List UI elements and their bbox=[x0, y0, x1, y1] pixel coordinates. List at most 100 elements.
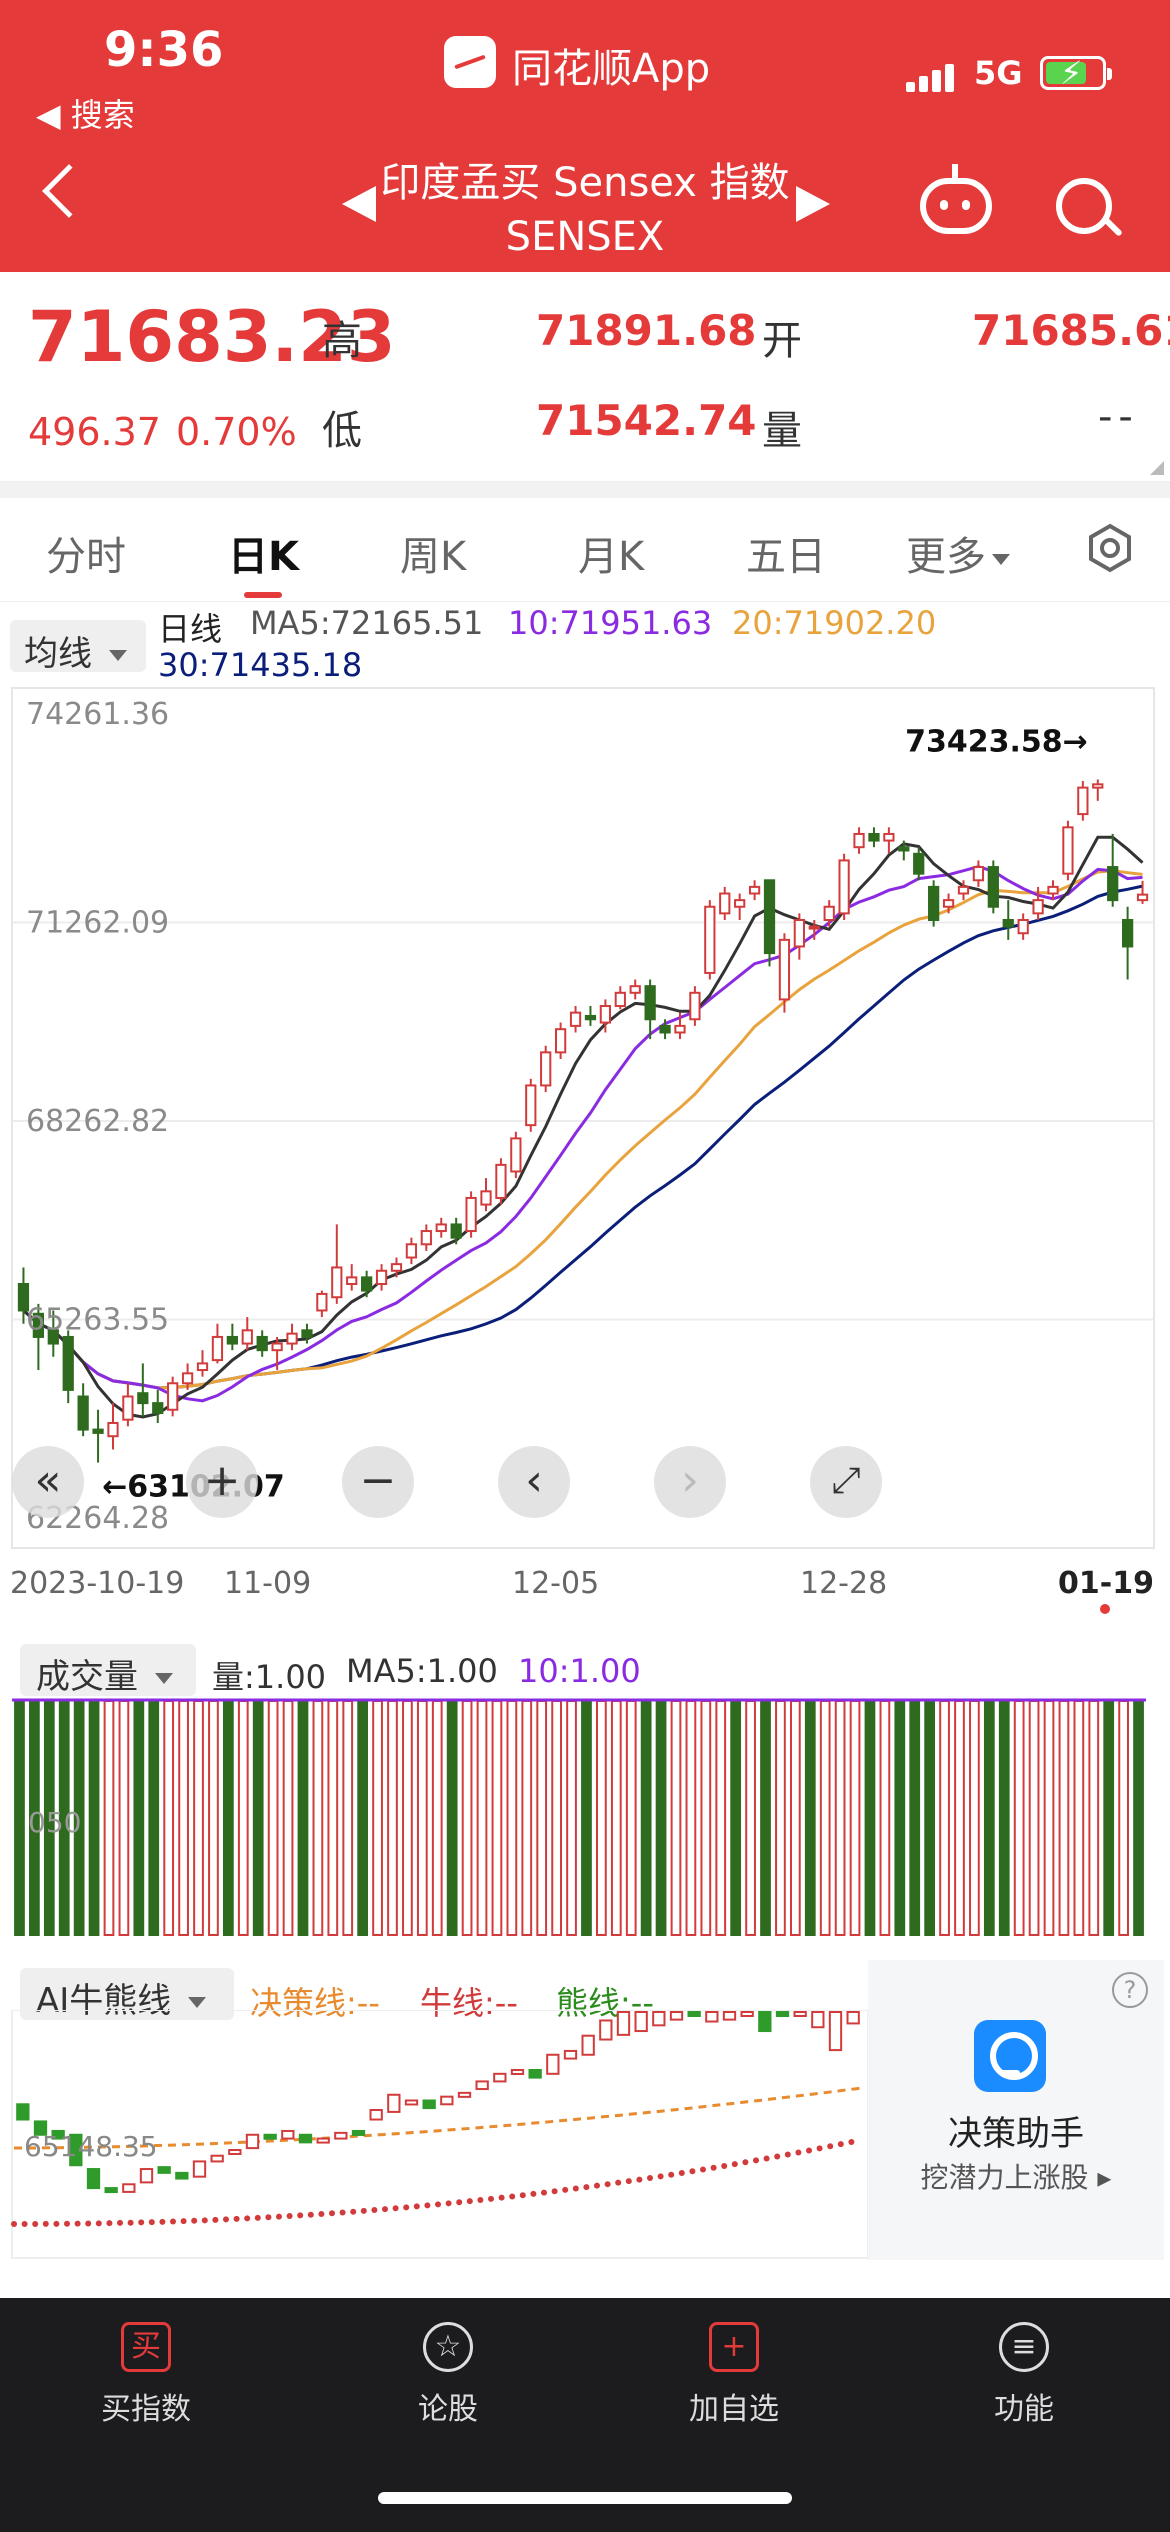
ai-bull-bear-chart[interactable]: 65148.35 bbox=[0, 2010, 868, 2266]
decision-assistant-title[interactable]: 决策助手 bbox=[948, 2114, 1084, 2154]
help-icon[interactable]: ? bbox=[1112, 1972, 1148, 2008]
buy-icon: 买 bbox=[121, 2322, 171, 2372]
ma5-legend: MA5:72165.51 bbox=[250, 604, 484, 642]
bull-line-dot bbox=[403, 2204, 410, 2211]
fullscreen-button[interactable]: ⤢ bbox=[810, 1446, 882, 1518]
candle bbox=[181, 1363, 194, 1390]
tab-weekly-k[interactable]: 周K bbox=[400, 534, 467, 580]
candle bbox=[226, 1323, 238, 1351]
candle bbox=[495, 1158, 507, 1205]
prev-index-icon[interactable] bbox=[342, 186, 376, 222]
candle bbox=[361, 1270, 373, 1298]
volume-bar bbox=[685, 1700, 697, 1936]
bull-line-dot bbox=[837, 2141, 844, 2148]
volume-bar bbox=[1058, 1700, 1070, 1936]
candlestick-chart[interactable]: 74261.3671262.0968262.8265263.5562264.28… bbox=[0, 686, 1170, 1566]
signal-icon bbox=[906, 62, 958, 92]
candle bbox=[659, 1019, 671, 1040]
ai-candle bbox=[157, 2166, 171, 2174]
volume-bar bbox=[1133, 1700, 1144, 1936]
decision-assistant-panel[interactable] bbox=[868, 1960, 1164, 2260]
bull-line-dot bbox=[721, 2162, 728, 2169]
volume-bar bbox=[491, 1700, 503, 1936]
next-index-icon[interactable] bbox=[796, 186, 830, 222]
bull-line-dot bbox=[170, 2218, 176, 2225]
ai-candle bbox=[16, 2103, 30, 2121]
candle bbox=[92, 1409, 104, 1463]
ai-candle bbox=[687, 2011, 701, 2017]
bull-line-dot bbox=[763, 2155, 770, 2162]
volume-chart[interactable]: 050 bbox=[0, 1696, 1170, 1940]
bull-line-dot bbox=[244, 2215, 251, 2222]
tab-five-day[interactable]: 五日 bbox=[746, 524, 826, 582]
buy-index-button[interactable]: 买 买指数 bbox=[46, 2322, 246, 2428]
volume-bar bbox=[536, 1700, 548, 1936]
scroll-left-button[interactable]: ‹ bbox=[498, 1446, 570, 1518]
volume-bar bbox=[208, 1700, 219, 1936]
robot-assistant-icon[interactable] bbox=[920, 164, 992, 234]
volume-bar bbox=[416, 1700, 428, 1936]
candle bbox=[137, 1363, 149, 1417]
discuss-stock-button[interactable]: ☆ 论股 bbox=[348, 2322, 548, 2428]
ai-candle bbox=[245, 2133, 260, 2150]
candle bbox=[793, 913, 805, 960]
volume-bar bbox=[521, 1700, 533, 1936]
volume-bar bbox=[879, 1700, 891, 1936]
ai-candle bbox=[192, 2160, 207, 2178]
bull-line-dot bbox=[625, 2178, 632, 2185]
volume-bar bbox=[596, 1700, 607, 1936]
search-icon[interactable] bbox=[1056, 178, 1112, 234]
volume-bar bbox=[1088, 1700, 1100, 1936]
ai-candle bbox=[281, 2129, 295, 2140]
tab-monthly-k[interactable]: 月K bbox=[578, 534, 645, 580]
network-type: 5G bbox=[974, 54, 1023, 92]
index-title: 印度孟买 Sensex 指数 bbox=[380, 160, 790, 206]
volume-indicator-button[interactable]: 成交量 bbox=[20, 1644, 196, 1697]
chevron-down-icon bbox=[108, 650, 127, 661]
zoom-in-button[interactable]: + bbox=[186, 1446, 258, 1518]
bull-line-dot bbox=[191, 2217, 198, 2224]
bull-line-dot bbox=[615, 2179, 622, 2186]
bull-line-dot bbox=[212, 2216, 219, 2223]
volume-bar bbox=[342, 1700, 354, 1936]
ai-candle bbox=[422, 2099, 436, 2110]
add-watchlist-button[interactable]: + 加自选 bbox=[634, 2322, 834, 2428]
bull-line-dot bbox=[541, 2189, 547, 2196]
ai-candle bbox=[404, 2099, 419, 2106]
volume-bar bbox=[446, 1700, 458, 1936]
bull-line-dot bbox=[286, 2213, 293, 2220]
candle bbox=[1017, 913, 1029, 940]
volume-bar bbox=[372, 1700, 383, 1936]
volume-bar bbox=[58, 1700, 70, 1936]
volume-bar bbox=[789, 1700, 801, 1936]
back-arrow-icon[interactable] bbox=[42, 164, 96, 218]
tab-more[interactable]: 更多 bbox=[906, 524, 1010, 582]
expand-corner-icon[interactable] bbox=[1150, 461, 1164, 475]
candle bbox=[211, 1323, 224, 1364]
decision-assistant-subtitle[interactable]: 挖潜力上涨股 ▸ bbox=[920, 2161, 1112, 2194]
rewind-button[interactable]: « bbox=[12, 1446, 84, 1518]
ma30-legend: 30:71435.18 bbox=[158, 646, 363, 684]
volume-bar bbox=[476, 1700, 488, 1936]
back-to-search-link[interactable]: ◀ 搜索 bbox=[36, 96, 135, 134]
candle bbox=[734, 893, 746, 920]
decision-assistant-icon[interactable] bbox=[974, 2020, 1046, 2092]
chevron-down-icon bbox=[154, 1673, 173, 1684]
gear-icon[interactable] bbox=[1084, 522, 1136, 574]
scroll-right-button[interactable]: › bbox=[654, 1446, 726, 1518]
functions-button[interactable]: ≡ 功能 bbox=[924, 2322, 1124, 2428]
x-axis-label: 12-05 bbox=[512, 1566, 600, 1601]
ai-candle bbox=[510, 2069, 525, 2075]
active-tab-indicator bbox=[244, 592, 282, 598]
home-indicator[interactable] bbox=[378, 2492, 792, 2504]
candle bbox=[838, 853, 850, 920]
ai-indicator-button[interactable]: AI牛熊线 bbox=[20, 1968, 234, 2021]
tab-daily-k[interactable]: 日K bbox=[228, 534, 299, 580]
volume-bar bbox=[402, 1700, 413, 1936]
zoom-out-button[interactable]: − bbox=[342, 1446, 414, 1518]
volume-bar bbox=[327, 1700, 339, 1936]
volume-bar bbox=[312, 1700, 324, 1936]
ma-selector-button[interactable]: 均线 bbox=[10, 620, 146, 674]
volume-bar bbox=[387, 1700, 398, 1936]
tab-intraday[interactable]: 分时 bbox=[46, 534, 126, 580]
